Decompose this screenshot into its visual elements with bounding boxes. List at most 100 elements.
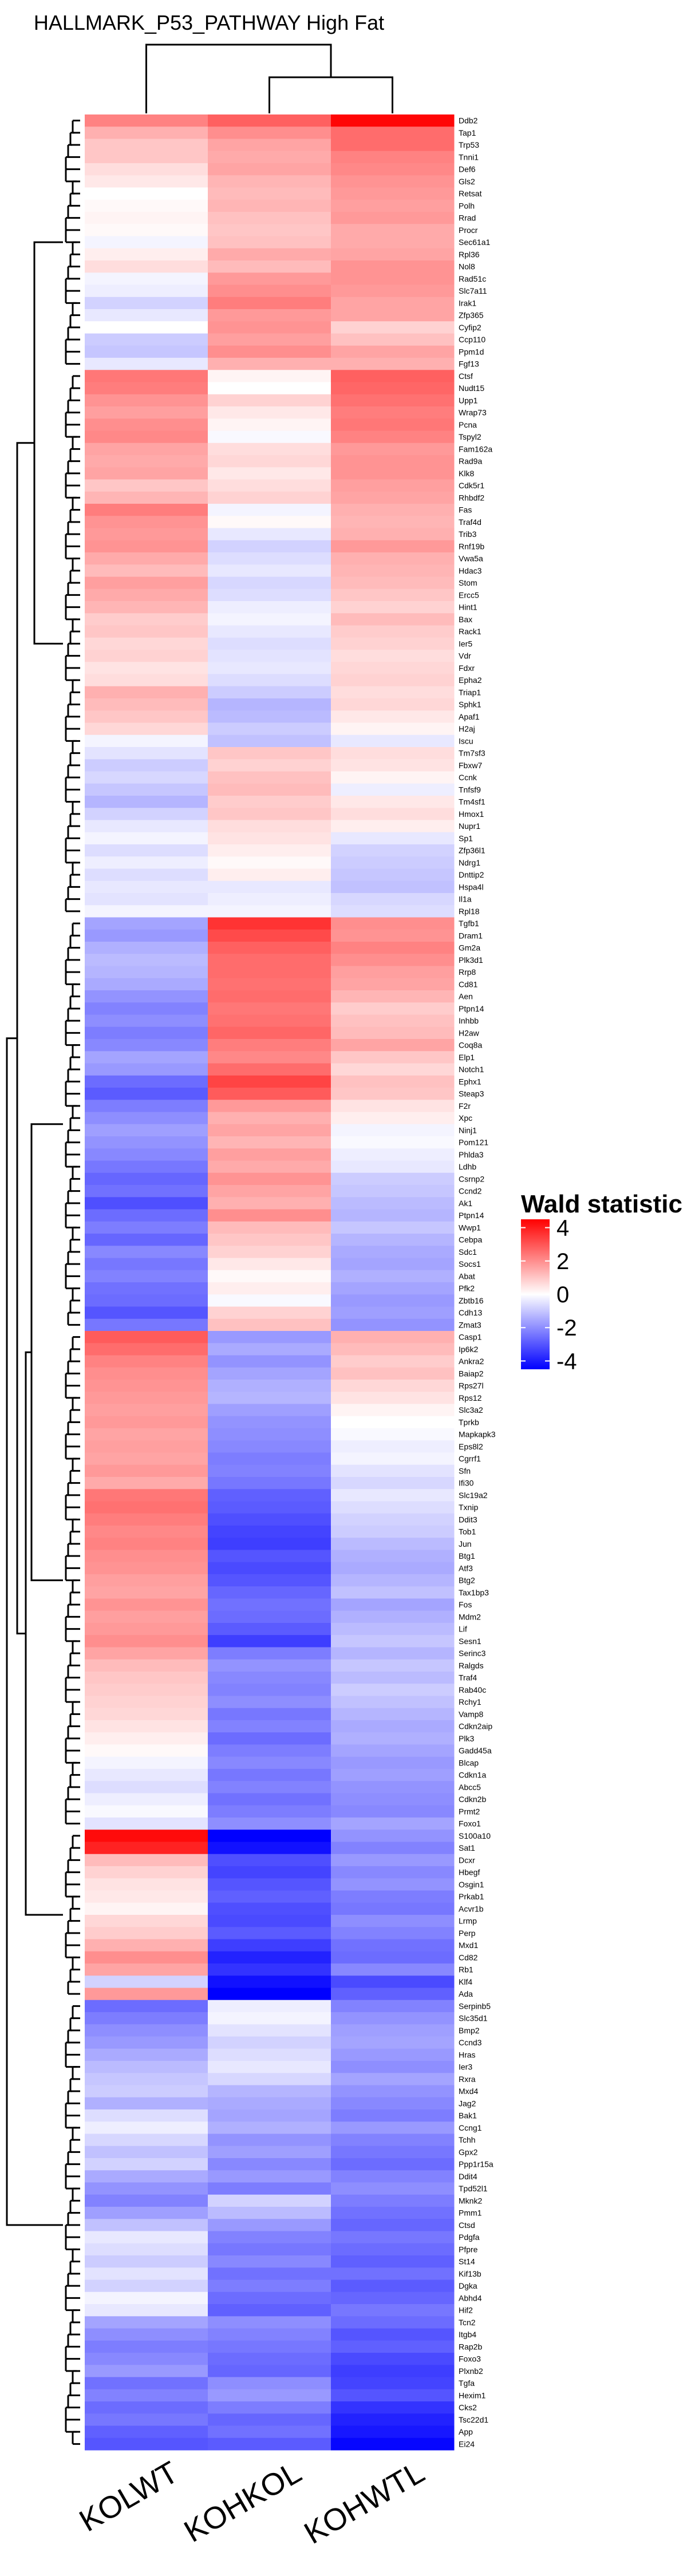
gene-label: Ppm1d <box>459 347 484 356</box>
heatmap-cell <box>331 844 455 857</box>
gene-label: Coq8a <box>459 1041 482 1050</box>
gene-label: Eps8l2 <box>459 1442 483 1451</box>
dendrogram-branch <box>65 1202 70 1216</box>
gene-label: Bak1 <box>459 2111 477 2120</box>
heatmap-cell <box>331 1878 455 1891</box>
gene-label: F2r <box>459 1101 471 1111</box>
dendrogram-branch <box>65 655 70 669</box>
heatmap-cell <box>85 1088 208 1100</box>
dendrogram-branch <box>72 618 77 633</box>
dendrogram-branch <box>67 825 72 839</box>
heatmap-cell <box>331 1063 455 1076</box>
heatmap-cell <box>208 2425 331 2439</box>
dendrogram-branch <box>67 326 72 341</box>
heatmap-cell <box>331 820 455 833</box>
heatmap-cell <box>208 345 331 358</box>
dendrogram-branch <box>69 752 74 767</box>
gene-label: Cd82 <box>459 1953 478 1962</box>
gene-label: Il1a <box>459 895 472 904</box>
heatmap-cell <box>208 139 331 152</box>
heatmap-cell <box>208 309 331 322</box>
dendrogram-branch <box>65 667 77 681</box>
heatmap-cell <box>85 856 208 869</box>
heatmap-cell <box>85 588 208 602</box>
heatmap-cell <box>331 1769 455 1781</box>
heatmap-cell <box>208 686 331 699</box>
gene-label: Hdac3 <box>459 566 482 575</box>
gene-label: Hbegf <box>459 1868 480 1877</box>
dendrogram-branch <box>65 156 70 171</box>
heatmap-cell <box>331 1562 455 1575</box>
dendrogram-branch <box>72 1044 77 1058</box>
heatmap-cell <box>331 260 455 273</box>
gene-label: Nol8 <box>459 262 475 271</box>
heatmap-cell <box>85 1830 208 1842</box>
heatmap-cell <box>208 2304 331 2317</box>
heatmap-cell <box>208 333 331 346</box>
heatmap-cell <box>85 272 208 285</box>
gene-label: Mxd1 <box>459 1941 478 1950</box>
gene-label: Ccnd2 <box>459 1187 482 1196</box>
heatmap-cell <box>331 625 455 638</box>
heatmap-cell <box>208 1294 331 1307</box>
heatmap-cell <box>208 1830 331 1842</box>
dendrogram-branch <box>69 448 74 463</box>
heatmap-cell <box>208 674 331 687</box>
heatmap-cell <box>85 2377 208 2390</box>
heatmap-cell <box>208 163 331 176</box>
gene-label: Traf4d <box>459 517 481 527</box>
heatmap-cell <box>331 272 455 285</box>
heatmap-cell <box>331 1635 455 1647</box>
dendrogram-branch <box>67 2333 72 2348</box>
gene-label: Vamp8 <box>459 1709 484 1718</box>
heatmap-cell <box>208 2243 331 2256</box>
dendrogram-branch <box>67 704 72 718</box>
heatmap-cell <box>85 978 208 991</box>
heatmap-cell <box>85 1246 208 1258</box>
heatmap-cell <box>85 1720 208 1733</box>
heatmap-cell <box>331 2024 455 2037</box>
row-dendrogram <box>6 120 80 2445</box>
heatmap-cell <box>208 2048 331 2061</box>
heatmap-cell <box>85 1014 208 1028</box>
heatmap-cell <box>208 1112 331 1125</box>
heatmap-cell <box>331 1866 455 1879</box>
heatmap-cell <box>331 139 455 152</box>
heatmap-cell <box>85 2207 208 2219</box>
heatmap-cell <box>208 1672 331 1684</box>
heatmap-cell <box>85 2085 208 2098</box>
heatmap-cell <box>331 491 455 504</box>
heatmap-cell <box>85 1464 208 1477</box>
dendrogram-branch <box>67 1311 72 1326</box>
dendrogram-branch <box>67 1129 72 1144</box>
gene-label: Gadd45a <box>459 1746 492 1755</box>
dendrogram-branch <box>65 1810 77 1825</box>
heatmap-cell <box>208 1574 331 1587</box>
heatmap-cell <box>208 1756 331 1769</box>
dendrogram-branch <box>65 2115 77 2129</box>
gene-label: Slc19a2 <box>459 1491 488 1500</box>
heatmap-cell <box>85 576 208 590</box>
heatmap-cell <box>208 710 331 723</box>
heatmap-cell <box>331 2012 455 2025</box>
heatmap-cell <box>331 1318 455 1332</box>
heatmap-cell <box>208 1708 331 1721</box>
heatmap-cell <box>85 747 208 760</box>
heatmap-cell <box>85 540 208 553</box>
heatmap-cell <box>208 1416 331 1429</box>
gene-label: Pfk2 <box>459 1284 475 1293</box>
gene-label: S100a10 <box>459 1831 491 1840</box>
heatmap-cell <box>85 1586 208 1599</box>
gene-label: Tspyl2 <box>459 432 481 441</box>
dendrogram-branch <box>65 1494 70 1508</box>
heatmap-cell <box>208 1963 331 1976</box>
gene-label: Osgin1 <box>459 1880 484 1889</box>
heatmap-cell <box>85 2401 208 2414</box>
gene-label: Phlda3 <box>459 1150 484 1159</box>
heatmap-cell <box>331 1051 455 1064</box>
dendrogram-branch <box>69 995 74 1010</box>
heatmap-cell <box>85 601 208 614</box>
heatmap-cell <box>331 1234 455 1246</box>
heatmap-cell <box>85 1659 208 1672</box>
heatmap-cell <box>208 966 331 979</box>
